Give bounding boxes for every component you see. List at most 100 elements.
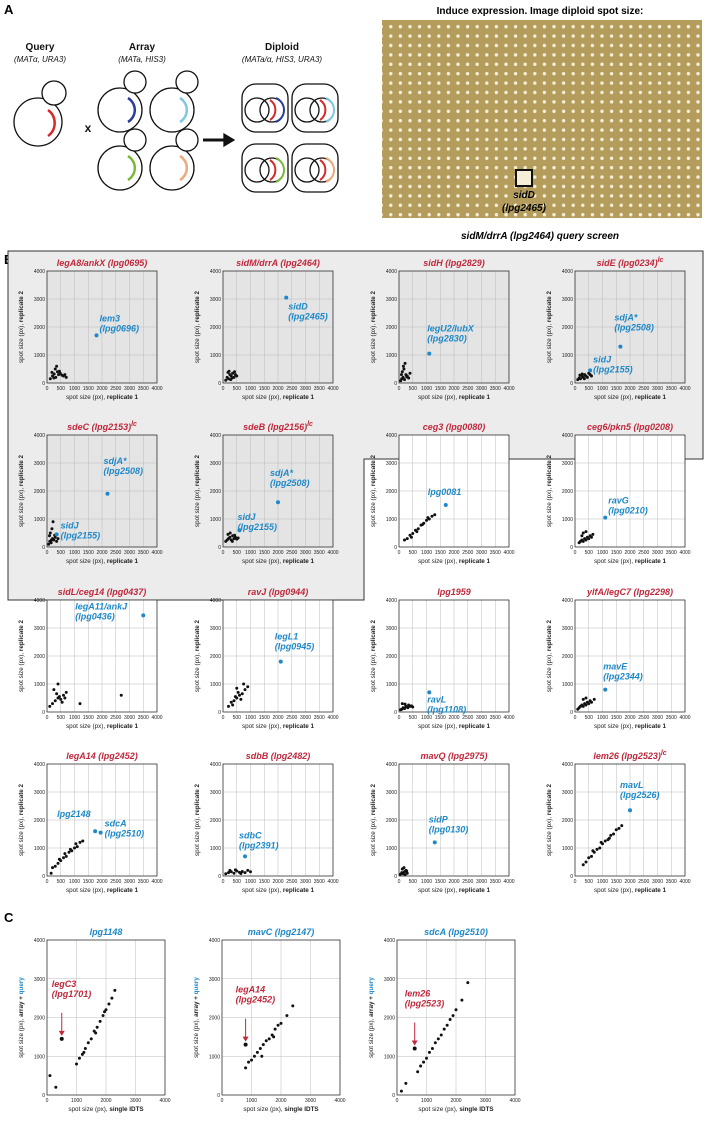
y-tick-label: 3000 xyxy=(34,461,45,467)
y-axis-label-part: spot size (px), xyxy=(18,815,25,856)
data-point xyxy=(584,538,588,542)
y-axis-label-part: spot size (px), xyxy=(194,322,201,363)
y-axis-label: spot size (px), replicate 2 xyxy=(546,783,553,856)
spot-locus: (lpg2465) xyxy=(502,203,547,214)
data-point xyxy=(53,367,57,371)
x-tick-label: 2000 xyxy=(448,715,459,721)
highlight-point xyxy=(412,1046,417,1051)
x-tick-label: 2500 xyxy=(286,550,297,556)
y-tick-label: 0 xyxy=(394,381,397,387)
y-tick-label: 1000 xyxy=(562,353,573,359)
data-point xyxy=(581,863,585,867)
x-tick-label: 4000 xyxy=(151,715,162,721)
data-point xyxy=(64,854,68,858)
data-point xyxy=(50,527,54,531)
x-tick-label: 3500 xyxy=(490,715,501,721)
data-point xyxy=(258,1047,262,1050)
annotation: mavE xyxy=(603,662,628,672)
data-point xyxy=(231,703,235,707)
data-point xyxy=(403,378,406,382)
data-point xyxy=(436,1037,440,1041)
x-tick-label: 4000 xyxy=(327,879,338,885)
data-point xyxy=(113,988,117,992)
highlight-region xyxy=(7,250,704,601)
y-tick-label: 4000 xyxy=(562,762,573,768)
chart-title: sidM/drrA (lpg2464) xyxy=(236,258,320,268)
data-point xyxy=(405,871,409,875)
y-axis-label-part: replicate 2 xyxy=(546,454,553,486)
y-axis-label-part: replicate 2 xyxy=(18,454,25,486)
y-axis-label-part: spot size (px), xyxy=(546,651,553,692)
x-axis-label: spot size (px), replicate 1 xyxy=(418,887,491,894)
x-tick-label: 1000 xyxy=(69,550,80,556)
data-point xyxy=(411,705,415,709)
y-tick-label: 1000 xyxy=(210,353,221,359)
y-tick-label: 2000 xyxy=(34,1016,45,1022)
x-tick-label: 0 xyxy=(398,879,401,885)
highlight-point xyxy=(54,532,59,537)
data-point xyxy=(48,704,52,708)
y-tick-label: 0 xyxy=(392,1093,395,1099)
x-tick-label: 1500 xyxy=(611,715,622,721)
x-tick-label: 500 xyxy=(57,550,66,556)
x-tick-label: 500 xyxy=(585,715,594,721)
y-tick-label: 4000 xyxy=(562,269,573,275)
data-point xyxy=(236,536,240,540)
data-point xyxy=(276,1023,280,1027)
x-tick-label: 4000 xyxy=(679,550,690,556)
data-point xyxy=(416,527,420,531)
data-point xyxy=(49,871,53,875)
annotation: sdjA* xyxy=(104,456,128,466)
annotation: (lpg0945) xyxy=(275,642,315,652)
plot-frame xyxy=(222,434,334,548)
plot-frame xyxy=(222,599,334,713)
x-tick-label: 3500 xyxy=(666,879,677,885)
y-tick-label: 2000 xyxy=(386,818,397,824)
y-tick-label: 3000 xyxy=(34,790,45,796)
data-point xyxy=(433,1041,437,1045)
x-axis-label-part: spot size (px), xyxy=(418,394,459,401)
chart-title: sdbB (lpg2482) xyxy=(246,751,311,761)
y-tick-label: 0 xyxy=(218,710,221,716)
x-tick-label: 500 xyxy=(57,386,66,392)
data-point xyxy=(74,842,78,846)
y-tick-label: 2000 xyxy=(34,818,45,824)
x-tick-label: 2000 xyxy=(96,550,107,556)
data-point xyxy=(399,1089,403,1093)
annotation: (lpg1701) xyxy=(52,989,92,999)
data-point xyxy=(408,371,412,375)
x-axis-label-part: replicate 1 xyxy=(635,887,667,894)
chart-title: ceg6/pkn5 (lpg0208) xyxy=(587,422,673,432)
highlight-point xyxy=(278,659,283,664)
y-tick-label: 4000 xyxy=(34,762,45,768)
data-point xyxy=(584,703,588,707)
data-point xyxy=(609,833,613,837)
highlight-point xyxy=(603,515,608,520)
data-point xyxy=(230,539,234,543)
data-point xyxy=(73,846,76,850)
annotation: legA14 xyxy=(236,985,266,995)
data-point xyxy=(240,692,244,696)
y-tick-label: 2000 xyxy=(562,325,573,331)
data-point xyxy=(78,840,82,844)
plot-frame xyxy=(46,434,158,548)
y-axis-label: spot size (px), array + query xyxy=(368,977,375,1058)
data-point xyxy=(75,1062,78,1066)
plot-frame xyxy=(398,434,510,548)
highlight-point xyxy=(432,840,437,845)
data-point xyxy=(47,534,51,538)
data-point xyxy=(419,1064,423,1068)
annotation: ravL xyxy=(427,694,446,704)
x-tick-label: 1500 xyxy=(259,386,270,392)
x-tick-label: 1000 xyxy=(69,715,80,721)
data-point xyxy=(247,1060,251,1064)
x-tick-label: 4000 xyxy=(679,386,690,392)
data-point xyxy=(57,369,61,373)
data-point xyxy=(224,872,228,876)
x-tick-label: 2000 xyxy=(275,1098,286,1104)
plot-frame xyxy=(574,270,686,384)
highlight-point xyxy=(59,1036,64,1041)
x-tick-label: 2500 xyxy=(110,550,121,556)
y-tick-label: 2000 xyxy=(562,654,573,660)
x-axis-label-part: replicate 1 xyxy=(283,558,315,565)
